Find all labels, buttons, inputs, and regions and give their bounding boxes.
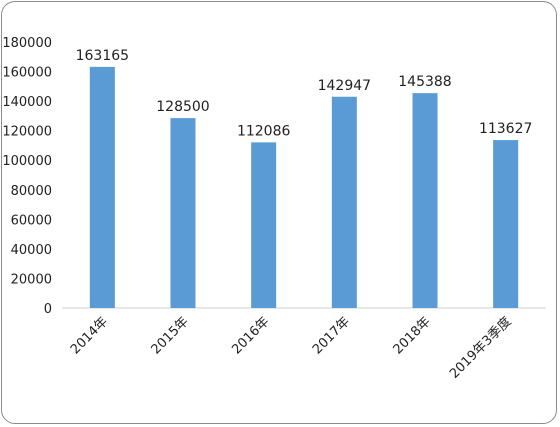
data-label: 128500: [156, 99, 209, 115]
bar: [412, 93, 438, 309]
bar: [89, 66, 115, 308]
bar: [493, 140, 519, 308]
y-tick-label: 160000: [2, 66, 52, 81]
x-tick-label: 2018年: [391, 314, 434, 357]
bar: [331, 96, 357, 308]
x-tick-label: 2014年: [68, 314, 111, 357]
y-tick-label: 100000: [2, 154, 52, 169]
data-label: 142947: [318, 78, 371, 94]
data-label: 163165: [76, 48, 129, 64]
x-tick-label: 2019年3季度: [446, 314, 514, 382]
y-tick-label: 120000: [2, 125, 52, 140]
data-label: 113627: [479, 121, 532, 137]
y-tick-label: 60000: [11, 213, 52, 228]
y-tick-label: 180000: [2, 36, 52, 51]
y-tick-label: 0: [44, 302, 52, 317]
x-tick-label: 2017年: [310, 314, 353, 357]
y-tick-label: 20000: [11, 272, 52, 287]
data-label: 145388: [398, 74, 451, 90]
bar: [170, 118, 196, 308]
y-tick-label: 40000: [11, 243, 52, 258]
data-label: 112086: [237, 123, 291, 139]
y-tick-label: 140000: [2, 95, 52, 110]
x-tick-label: 2016年: [229, 314, 272, 357]
x-tick-label: 2015年: [149, 314, 192, 357]
bar: [251, 142, 277, 308]
y-tick-label: 80000: [11, 184, 52, 199]
